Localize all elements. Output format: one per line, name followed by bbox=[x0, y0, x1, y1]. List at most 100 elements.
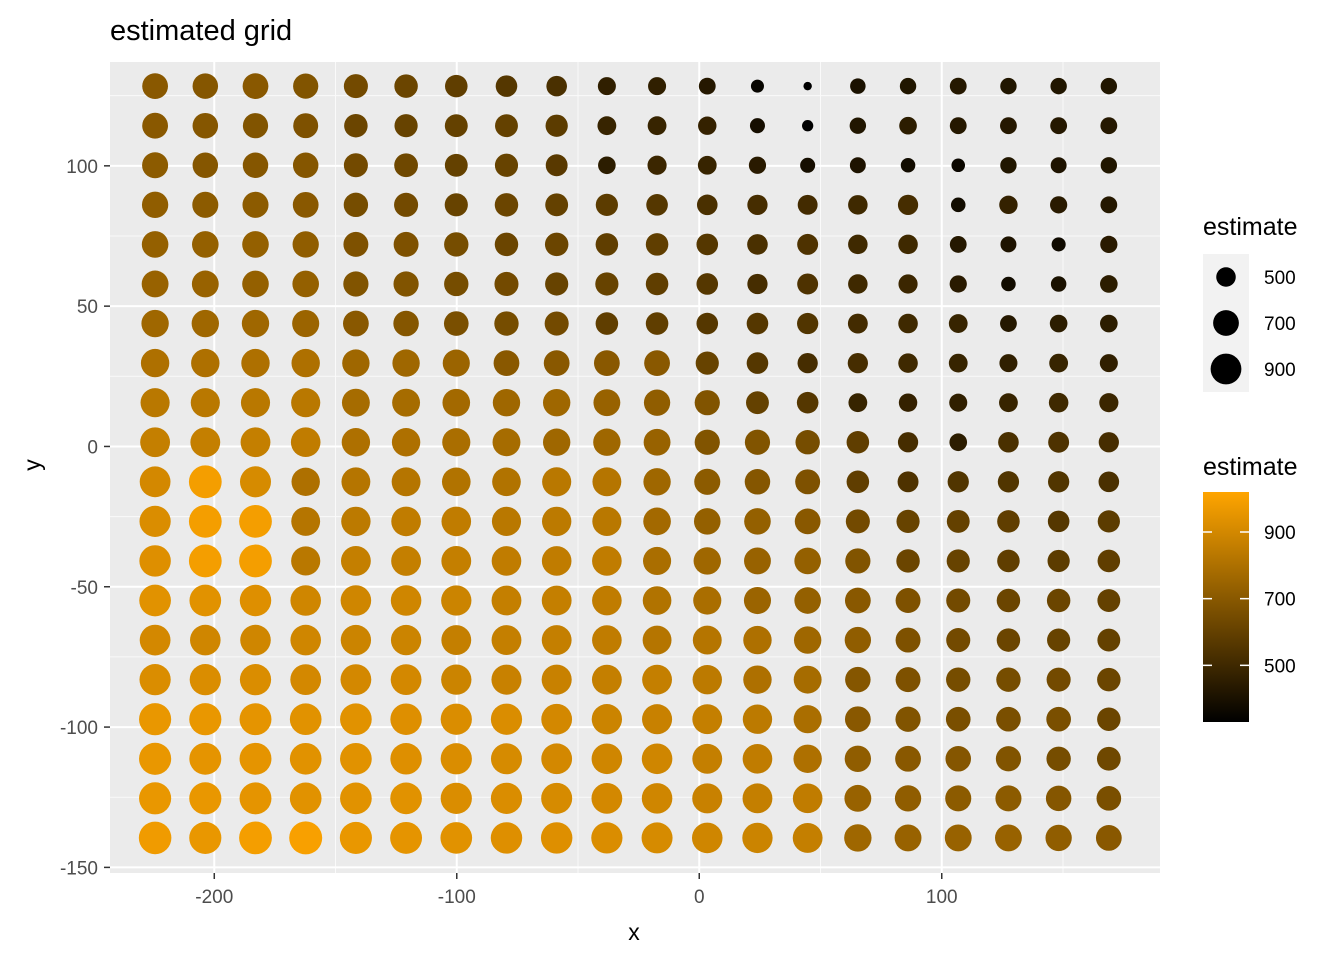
data-point bbox=[444, 232, 469, 257]
data-point bbox=[593, 389, 621, 417]
data-point bbox=[241, 348, 270, 378]
data-point bbox=[847, 313, 868, 334]
data-point bbox=[190, 388, 220, 418]
data-point bbox=[340, 664, 372, 696]
data-point bbox=[139, 703, 172, 736]
data-point bbox=[291, 467, 320, 497]
data-point bbox=[1050, 196, 1068, 214]
data-point bbox=[139, 624, 171, 656]
data-point bbox=[641, 743, 673, 775]
data-point bbox=[1045, 785, 1072, 812]
x-tick-label: -100 bbox=[438, 887, 476, 908]
data-point bbox=[946, 667, 971, 692]
data-point bbox=[394, 153, 418, 178]
data-point bbox=[1051, 237, 1066, 252]
data-point bbox=[341, 428, 371, 457]
data-point bbox=[391, 467, 421, 497]
y-axis-title: y bbox=[19, 459, 45, 471]
data-point bbox=[949, 433, 968, 452]
color-legend-label: 500 bbox=[1264, 656, 1296, 677]
data-point bbox=[240, 624, 271, 656]
data-point bbox=[1095, 825, 1122, 851]
data-point bbox=[947, 471, 969, 493]
data-point bbox=[494, 311, 519, 336]
data-point bbox=[643, 389, 671, 416]
data-point bbox=[541, 703, 573, 735]
data-point bbox=[191, 270, 219, 298]
data-point bbox=[1001, 276, 1016, 292]
data-point bbox=[544, 232, 569, 257]
data-point bbox=[140, 348, 170, 378]
data-point bbox=[442, 428, 471, 457]
data-point bbox=[189, 742, 222, 775]
data-point bbox=[239, 466, 272, 498]
data-point bbox=[894, 824, 922, 852]
y-tick-label: 50 bbox=[77, 297, 98, 318]
data-point bbox=[997, 549, 1020, 573]
data-point bbox=[844, 626, 872, 654]
data-point bbox=[442, 388, 471, 417]
data-point bbox=[898, 313, 918, 334]
data-point bbox=[1100, 157, 1118, 174]
data-point bbox=[189, 821, 222, 854]
data-point bbox=[141, 191, 169, 218]
data-point bbox=[949, 77, 967, 95]
data-point bbox=[645, 233, 669, 256]
data-point bbox=[997, 510, 1020, 533]
data-point bbox=[440, 703, 472, 735]
data-point bbox=[1049, 314, 1068, 333]
data-point bbox=[797, 233, 819, 255]
data-point bbox=[793, 705, 822, 734]
data-point bbox=[1096, 786, 1122, 811]
data-point bbox=[292, 309, 320, 338]
data-point bbox=[492, 467, 521, 497]
data-point bbox=[794, 508, 821, 535]
data-point bbox=[1047, 510, 1070, 533]
data-point bbox=[490, 822, 523, 854]
data-point bbox=[647, 155, 667, 175]
data-point bbox=[342, 349, 370, 377]
data-point bbox=[792, 783, 823, 814]
data-point bbox=[846, 470, 870, 494]
data-point bbox=[290, 427, 321, 458]
data-point bbox=[541, 546, 572, 576]
data-point bbox=[848, 195, 868, 215]
data-point bbox=[139, 584, 171, 617]
data-point bbox=[546, 75, 567, 97]
data-point bbox=[693, 508, 721, 535]
data-point bbox=[743, 625, 772, 655]
data-point bbox=[793, 626, 822, 654]
data-point bbox=[995, 746, 1022, 772]
data-point bbox=[289, 821, 323, 855]
data-point bbox=[393, 231, 419, 257]
data-point bbox=[1100, 196, 1118, 214]
data-point bbox=[995, 785, 1022, 812]
data-point bbox=[743, 586, 772, 615]
data-point bbox=[692, 704, 723, 735]
color-legend-title: estimate bbox=[1203, 453, 1297, 481]
data-point bbox=[192, 112, 219, 139]
data-point bbox=[797, 312, 819, 335]
size-legend-key bbox=[1216, 267, 1236, 287]
data-point bbox=[340, 703, 372, 736]
data-point bbox=[747, 273, 768, 295]
data-point bbox=[340, 546, 371, 576]
data-point bbox=[491, 585, 522, 616]
data-point bbox=[694, 429, 720, 455]
data-point bbox=[895, 745, 921, 772]
data-point bbox=[391, 506, 421, 537]
data-point bbox=[491, 506, 522, 536]
color-legend-label: 900 bbox=[1264, 523, 1296, 544]
data-point bbox=[1046, 667, 1071, 692]
data-point bbox=[948, 314, 968, 333]
data-point bbox=[139, 742, 172, 775]
data-point bbox=[1100, 314, 1118, 333]
data-point bbox=[648, 77, 667, 96]
data-point bbox=[290, 585, 321, 616]
data-point bbox=[545, 193, 569, 217]
data-points bbox=[138, 73, 1122, 855]
data-point bbox=[293, 113, 319, 139]
data-point bbox=[945, 706, 971, 732]
data-point bbox=[999, 195, 1018, 215]
x-tick-label: 100 bbox=[926, 887, 958, 908]
